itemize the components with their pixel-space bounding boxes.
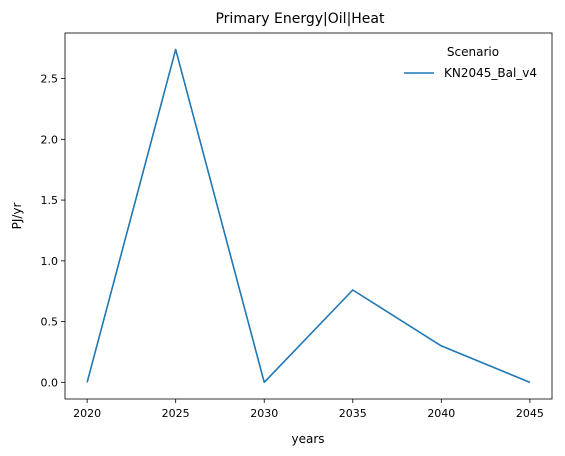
x-tick-label: 2025 [162,407,190,420]
y-tick-label: 0.0 [41,376,59,389]
legend: Scenario KN2045_Bal_v4 [404,45,537,80]
x-tick-label: 2045 [516,407,544,420]
y-axis-label: PJ/yr [10,203,24,230]
y-tick-label: 1.0 [41,255,59,268]
y-tick-label: 2.0 [41,133,59,146]
y-tick-label: 2.5 [41,73,59,86]
x-axis-label: years [291,432,324,446]
x-tick-label: 2020 [73,407,101,420]
y-axis: 0.0 0.5 1.0 1.5 2.0 2.5 [41,73,65,389]
x-axis: 2020 2025 2030 2035 2040 2045 [73,399,544,420]
plot-area [64,32,553,400]
series-layer [86,48,531,384]
series-line [86,48,531,384]
legend-title: Scenario [447,45,499,59]
x-tick-label: 2030 [250,407,278,420]
x-tick-label: 2040 [427,407,455,420]
x-tick-label: 2035 [339,407,367,420]
y-tick-label: 0.5 [41,316,59,329]
y-tick-label: 1.5 [41,194,59,207]
chart-title: Primary Energy|Oil|Heat [215,11,385,27]
legend-label: KN2045_Bal_v4 [444,66,537,80]
